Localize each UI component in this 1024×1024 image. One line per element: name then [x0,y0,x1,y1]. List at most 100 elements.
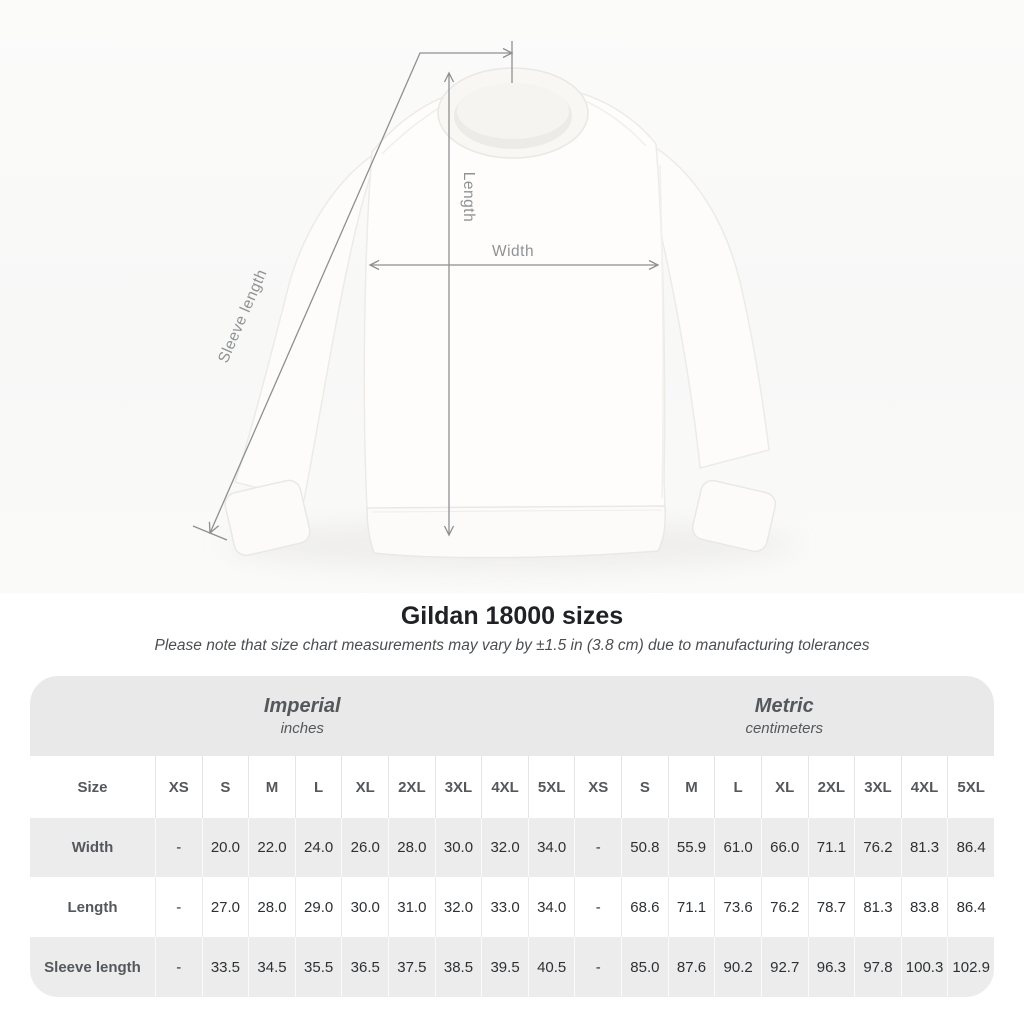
size-header-cell: 2XL [388,756,435,818]
value-cell: 34.0 [527,877,575,937]
size-header-cell: XS [155,756,202,818]
right-cuff [691,479,777,553]
value-cell: 32.0 [481,818,528,877]
row-label: Width [30,818,155,877]
value-cell: 28.0 [388,818,435,877]
collar-back [457,83,569,139]
value-cell: - [574,818,622,877]
value-cell: 34.5 [248,937,295,997]
width-label: Width [492,243,534,260]
size-column-header: Size [30,756,155,818]
row-label: Sleeve length [30,937,155,997]
value-cell: 31.0 [388,877,435,937]
imperial-sublabel: inches [280,720,324,737]
value-cell: 33.5 [201,937,249,997]
size-header-cell: 5XL [947,756,994,818]
length-arrow-top [443,71,455,83]
sweatshirt-right-sleeve [648,142,770,469]
value-cell: 55.9 [667,818,715,877]
value-cell: 40.5 [527,937,575,997]
value-cell: 73.6 [714,877,761,937]
page-title: Gildan 18000 sizes [400,602,624,630]
product-photo: Sleeve length Length Width [0,0,1024,593]
value-cell: 29.0 [294,877,342,937]
size-header-cell: 4XL [900,756,948,818]
size-header-cell: XL [760,756,808,818]
value-cell: 61.0 [714,818,761,877]
size-header-cell: 3XL [434,756,482,818]
size-header-cell: 2XL [807,756,855,818]
size-table-grid: Imperial inches Metric centimeters Size … [30,676,994,997]
width-arrow-left [368,259,380,271]
size-header-cell: M [248,756,295,818]
value-cell: 30.0 [434,818,482,877]
metric-sublabel: centimeters [745,720,823,737]
value-cell: 22.0 [248,818,295,877]
size-header-cell: S [201,756,249,818]
value-cell: 96.3 [807,937,855,997]
value-cell: 68.6 [621,877,668,937]
metric-label: Metric [754,695,814,717]
value-cell: 83.8 [900,877,948,937]
size-header-cell: M [667,756,715,818]
size-header-cell: 5XL [527,756,575,818]
table-row-width: Width - 20.0 22.0 24.0 26.0 28.0 30.0 32… [30,818,994,877]
sleeve-end-tick [192,525,228,541]
value-cell: 27.0 [201,877,249,937]
value-cell: 81.3 [900,818,948,877]
sleeve-length-label: Sleeve length [215,267,271,366]
left-cuff [224,479,311,557]
width-arrow-right [648,259,660,271]
value-cell: 86.4 [947,818,994,877]
value-cell: - [155,877,202,937]
value-cell: - [155,937,202,997]
value-cell: 81.3 [854,877,901,937]
size-header-row: Size XS S M L XL 2XL 3XL 4XL 5XL XS S M … [30,756,994,818]
size-table: Imperial inches Metric centimeters Size … [30,676,994,997]
value-cell: 71.1 [667,877,715,937]
value-cell: 24.0 [294,818,342,877]
size-header-cell: L [714,756,761,818]
value-cell: 86.4 [947,877,994,937]
value-cell: 34.0 [527,818,575,877]
sleeve-arrow-right [502,47,514,59]
tolerance-note: Please note that size chart measurements… [154,637,870,654]
value-cell: - [155,818,202,877]
row-label: Length [30,877,155,937]
sweatshirt-diagram: Sleeve length Length Width [192,41,795,570]
value-cell: 26.0 [341,818,389,877]
value-cell: 30.0 [341,877,389,937]
size-header-cell: XS [574,756,622,818]
table-row-length: Length - 27.0 28.0 29.0 30.0 31.0 32.0 3… [30,877,994,937]
value-cell: - [574,877,622,937]
value-cell: 102.9 [947,937,994,997]
waistband-seam [371,509,662,513]
size-header-cell: S [621,756,668,818]
size-header-cell: 3XL [854,756,901,818]
value-cell: - [574,937,622,997]
value-cell: 37.5 [388,937,435,997]
value-cell: 66.0 [760,818,808,877]
length-label: Length [460,172,477,222]
value-cell: 87.6 [667,937,715,997]
size-header-cell: XL [341,756,389,818]
value-cell: 33.0 [481,877,528,937]
waistband [366,505,666,559]
imperial-label: Imperial [263,695,341,717]
value-cell: 76.2 [760,877,808,937]
value-cell: 76.2 [854,818,901,877]
value-cell: 90.2 [714,937,761,997]
value-cell: 32.0 [434,877,482,937]
value-cell: 71.1 [807,818,855,877]
unit-band-row: Imperial inches Metric centimeters [30,676,994,756]
value-cell: 97.8 [854,937,901,997]
right-side-seam [659,164,664,499]
value-cell: 50.8 [621,818,668,877]
value-cell: 39.5 [481,937,528,997]
size-header-cell: 4XL [481,756,528,818]
sleeve-length-line [209,52,512,534]
value-cell: 28.0 [248,877,295,937]
value-cell: 38.5 [434,937,482,997]
size-header-cell: L [294,756,342,818]
value-cell: 92.7 [760,937,808,997]
